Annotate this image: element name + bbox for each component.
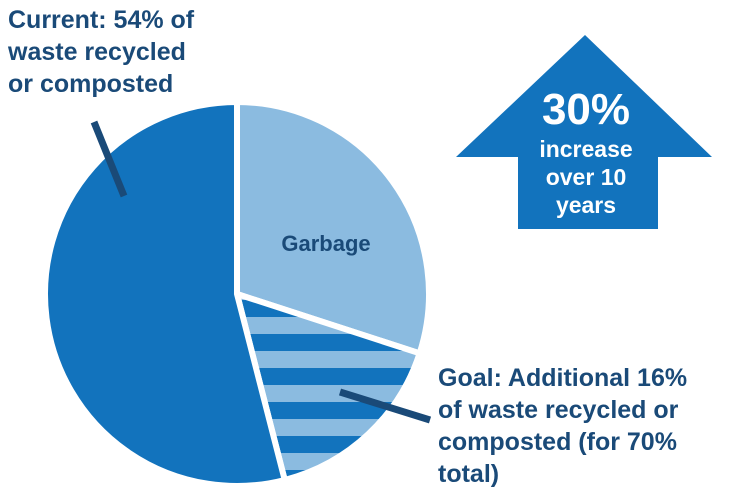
current-annotation-line-1: Current: 54% of [8, 6, 195, 34]
goal-annotation-line-1: Goal: Additional 16% [438, 364, 688, 392]
pie-slice-garbage [234, 99, 432, 357]
increase-line-3: years [556, 192, 616, 218]
garbage-label: Garbage [281, 231, 370, 256]
increase-line-1: increase [539, 136, 632, 162]
current-leader-line [90, 120, 128, 198]
increase-line-2: over 10 [546, 164, 627, 190]
goal-annotation-line-3: composted (for 70% [438, 428, 677, 456]
pie-slice-goal [234, 291, 423, 483]
up-arrow-shape [456, 35, 712, 229]
goal-leader-line [338, 388, 432, 424]
pie-slice-current [42, 99, 288, 489]
current-annotation: Current: 54% of waste recycled or compos… [8, 4, 268, 100]
increase-value: 30% [542, 85, 630, 134]
goal-annotation: Goal: Additional 16% of waste recycled o… [438, 362, 738, 490]
current-annotation-line-2: waste recycled [8, 38, 186, 66]
goal-annotation-line-4: total) [438, 460, 500, 488]
increase-arrow: 30% increase over 10 years [456, 35, 712, 229]
current-annotation-line-3: or composted [8, 70, 174, 98]
goal-annotation-line-2: of waste recycled or [438, 396, 679, 424]
